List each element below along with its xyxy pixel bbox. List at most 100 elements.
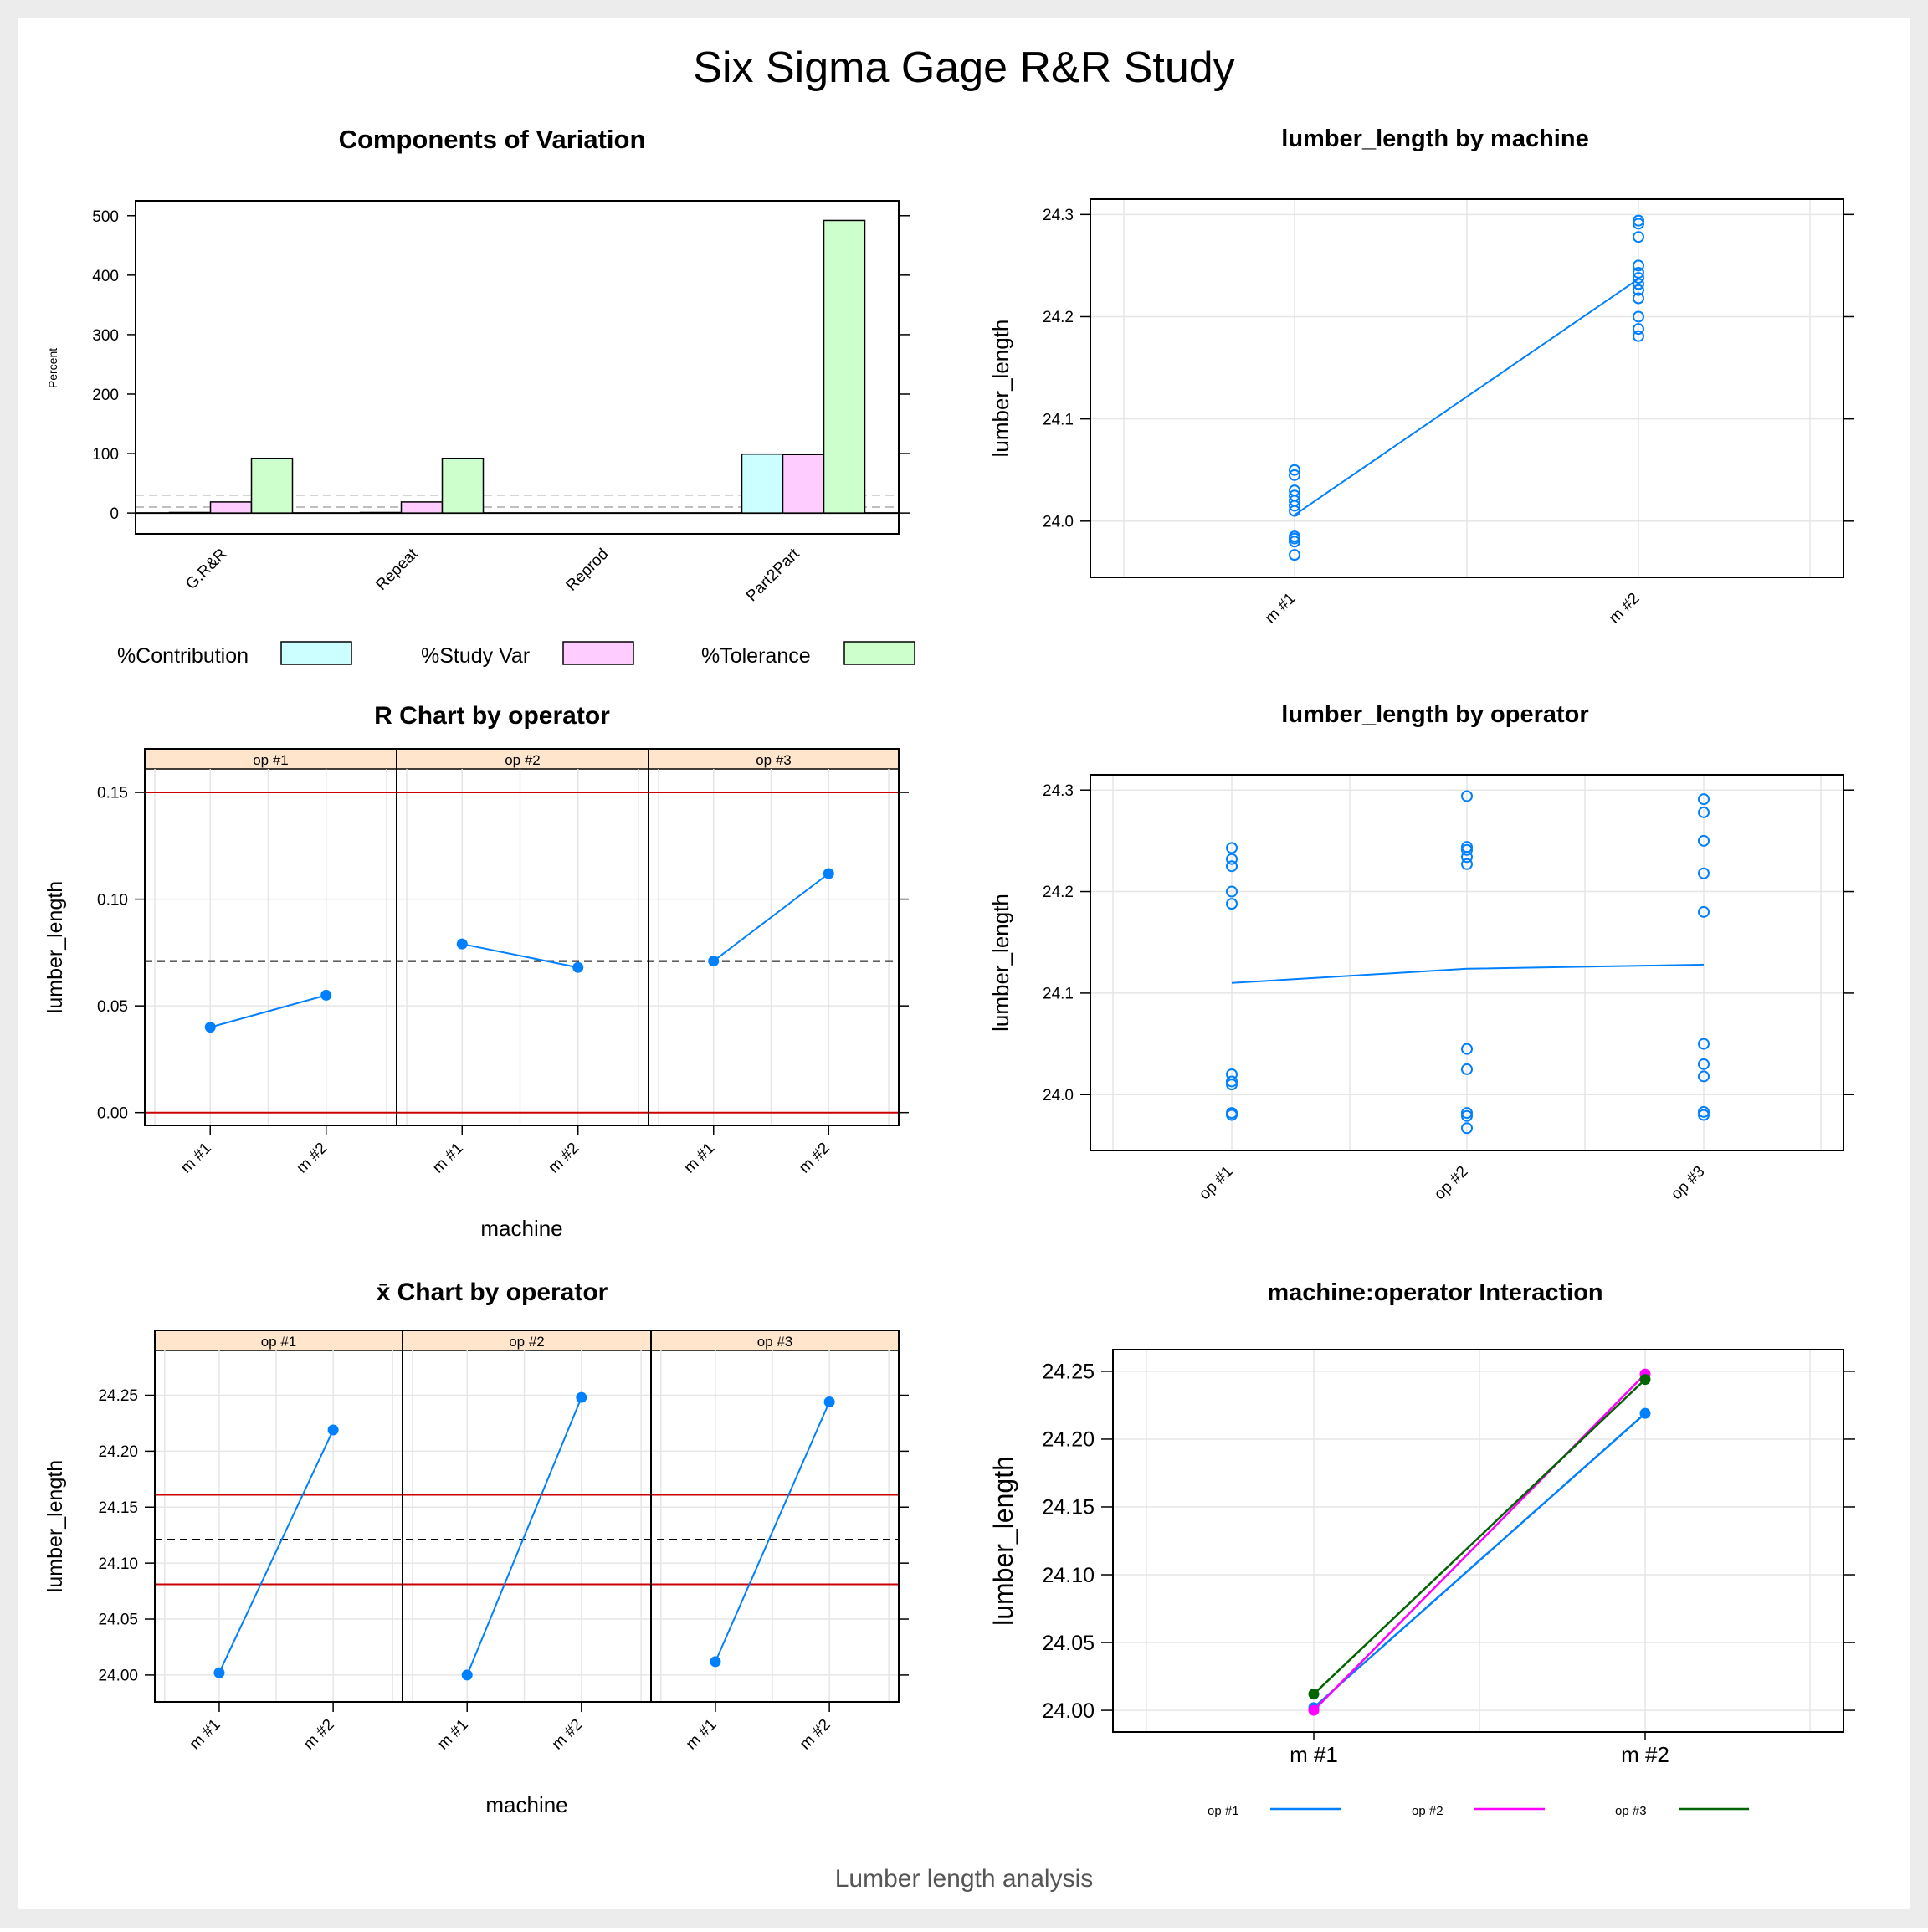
legend-label: %Study Var	[421, 644, 530, 668]
data-point	[1461, 1122, 1473, 1135]
y-tick-label: 24.05	[1042, 1632, 1095, 1655]
bar-tolerance	[250, 457, 294, 514]
legend-swatch	[562, 641, 634, 665]
data-point	[1633, 310, 1644, 323]
y-tick-label: 200	[92, 387, 119, 404]
data-point	[1633, 272, 1644, 284]
y-tick-label: 24.15	[98, 1499, 138, 1517]
y-tick-label: 24.15	[1042, 1496, 1095, 1519]
data-point	[1289, 469, 1300, 481]
chart-title: lumber_length by machine	[1281, 126, 1588, 152]
data-point	[1698, 834, 1710, 847]
data-point	[576, 1391, 587, 1403]
data-point	[1633, 292, 1644, 305]
data-point	[1308, 1704, 1320, 1716]
legend-label: %Contribution	[117, 644, 249, 668]
data-point	[1461, 851, 1473, 864]
chart-title: x̄ Chart by operator	[377, 1279, 608, 1306]
data-point	[320, 989, 332, 1001]
data-point	[1639, 1407, 1651, 1419]
series-line	[218, 1429, 335, 1673]
data-point	[1698, 793, 1710, 806]
data-point	[1289, 536, 1300, 548]
y-tick-label: 24.00	[1042, 1699, 1095, 1723]
x-axis-label: machine	[480, 1216, 562, 1241]
chart-title: lumber_length by operator	[1281, 701, 1588, 728]
data-point	[1633, 266, 1644, 279]
x-axis-label: machine	[485, 1792, 567, 1817]
legend-label: op #2	[1412, 1804, 1443, 1818]
y-tick-label: 24.2	[1043, 884, 1074, 901]
data-point	[213, 1667, 225, 1678]
bar-tolerance	[823, 219, 866, 514]
y-axis-label: lumber_length	[44, 881, 67, 1013]
chart-title: R Chart by operator	[374, 702, 610, 730]
y-tick-label: 300	[92, 327, 119, 345]
data-point	[1698, 867, 1710, 879]
data-point	[1698, 905, 1710, 918]
series-line-op-2	[1313, 1373, 1646, 1711]
data-point	[327, 1424, 339, 1436]
data-point	[1461, 1063, 1473, 1075]
series-line	[466, 1396, 582, 1676]
data-point	[1226, 1079, 1238, 1091]
data-point	[456, 938, 468, 950]
page-subtitle: Lumber length analysis	[835, 1865, 1094, 1893]
chart-title: machine:operator Interaction	[1267, 1279, 1602, 1306]
data-point	[823, 1396, 835, 1408]
y-tick-label: 24.0	[1043, 513, 1074, 530]
data-point	[1639, 1374, 1651, 1386]
data-point	[1698, 806, 1710, 818]
panel-strip-label: op #2	[505, 752, 541, 768]
panel-strip-label: op #2	[509, 1334, 545, 1350]
data-point	[1226, 898, 1238, 910]
y-tick-label: 0	[110, 505, 119, 523]
y-tick-label: 24.25	[98, 1387, 138, 1405]
bar-tolerance	[441, 457, 485, 514]
y-axis-label: lumber_length	[988, 1456, 1018, 1626]
y-tick-label: 24.05	[98, 1612, 138, 1629]
plot-border	[144, 748, 900, 1126]
y-tick-label: 500	[92, 208, 119, 226]
data-point	[1633, 284, 1644, 296]
data-point	[1633, 330, 1644, 342]
panel-strip-label: op #3	[757, 1334, 793, 1350]
bar-contribution	[168, 511, 212, 514]
y-axis-label: lumber_length	[44, 1460, 67, 1592]
legend-swatch	[280, 641, 352, 665]
y-tick-label: 24.1	[1043, 986, 1074, 1003]
y-tick-label: 24.10	[98, 1555, 138, 1573]
data-point	[461, 1669, 473, 1681]
y-tick-label: 0.00	[97, 1104, 128, 1122]
bar-contribution	[359, 511, 403, 514]
y-tick-label: 100	[92, 446, 119, 464]
data-point	[1289, 549, 1300, 561]
length-by-operator-panel: lumber_length by operator 24.0 24.1 24.2 24.…	[988, 701, 1854, 1203]
data-point	[710, 1656, 721, 1668]
interaction-panel: machine:operator Interaction 24.00 24.05 24…	[988, 1279, 1855, 1818]
data-point	[1308, 1689, 1320, 1700]
data-point	[1698, 1070, 1710, 1083]
data-point	[1633, 323, 1644, 336]
data-point	[1461, 790, 1473, 802]
plot-canvas	[18, 18, 1910, 1909]
y-tick-label: 24.2	[1043, 309, 1074, 326]
data-point	[1289, 532, 1300, 545]
data-point	[1633, 259, 1644, 272]
x-tick-label: m #1	[1290, 1742, 1338, 1767]
data-point	[572, 961, 584, 973]
data-point	[1698, 1038, 1710, 1050]
legend-label: %Tolerance	[701, 644, 811, 668]
series-line	[715, 1402, 831, 1663]
bar-study-var	[782, 454, 825, 514]
data-point	[1698, 1109, 1710, 1121]
data-point	[1633, 218, 1644, 230]
bar-study-var	[209, 501, 253, 514]
panel-strip-label: op #3	[756, 752, 792, 768]
data-point	[1226, 860, 1238, 873]
data-point	[1226, 885, 1238, 898]
